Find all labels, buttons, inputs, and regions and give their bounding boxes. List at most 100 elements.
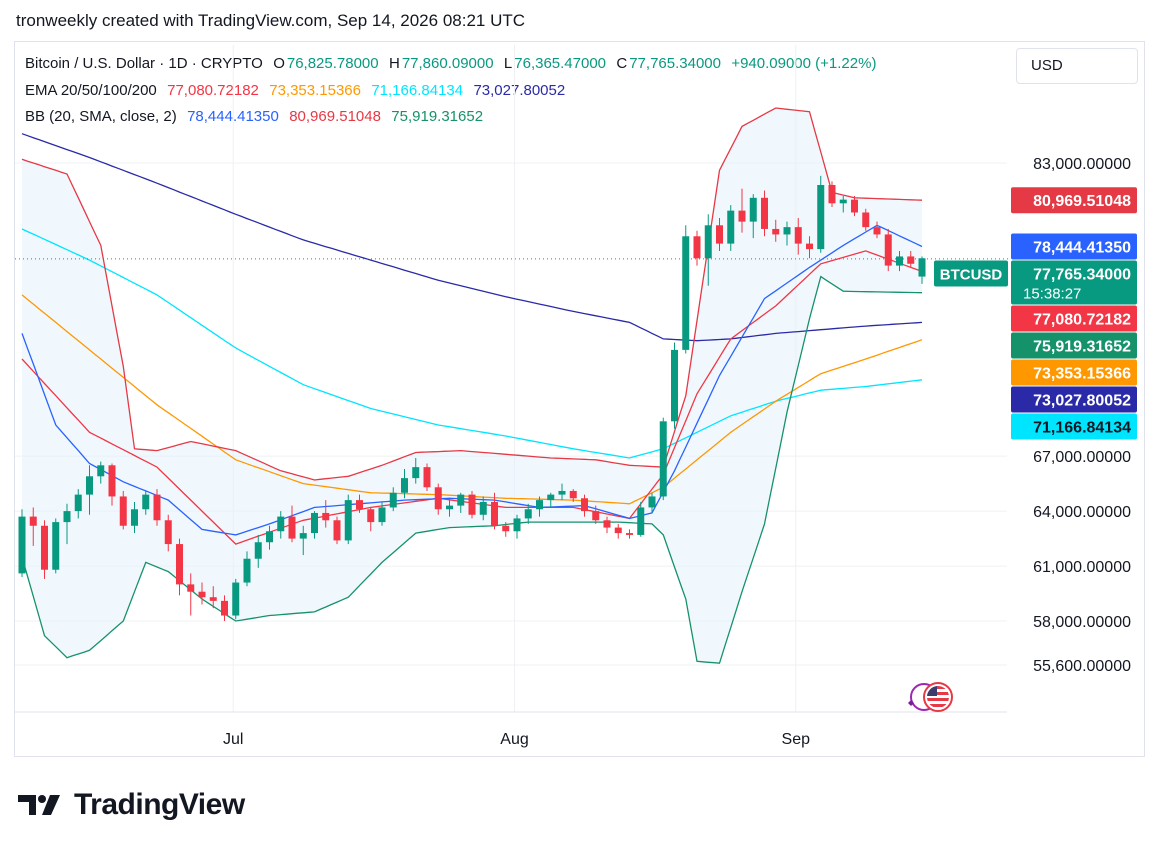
candle-body: [862, 212, 870, 228]
candle-body: [558, 490, 566, 495]
price-label-text: 71,166.84134: [1033, 419, 1131, 436]
candle-body: [806, 243, 813, 250]
symbol-tag-text: BTCUSD: [940, 266, 1003, 283]
legend-change-value: +940.09000 (+1.22%): [731, 55, 877, 72]
candle-body: [131, 509, 138, 526]
candle: [479, 496, 487, 521]
candle-body: [783, 227, 791, 235]
candle-body: [569, 490, 577, 499]
candle-body: [288, 516, 296, 539]
candle-body: [603, 520, 611, 528]
candle: [648, 492, 656, 513]
price-label-box: [1011, 359, 1137, 386]
legend-low-label: L: [503, 55, 513, 72]
candle-body: [164, 520, 172, 545]
tradingview-footer-logo[interactable]: TradingView: [18, 788, 245, 822]
candle: [41, 520, 48, 579]
candle: [288, 505, 296, 543]
candle: [164, 514, 172, 552]
candle-body: [97, 465, 105, 477]
candle: [333, 516, 341, 545]
candle: [389, 487, 397, 512]
price-label-text: 75,919.31652: [1033, 338, 1131, 355]
candle: [727, 205, 735, 251]
price-label-countdown: 15:38:27: [1023, 285, 1081, 302]
legend-open-label: O: [273, 55, 285, 72]
bollinger-band-area: [22, 108, 922, 664]
candle-body: [344, 500, 352, 541]
legend-close-label: C: [616, 55, 628, 72]
candle: [277, 511, 285, 539]
x-axis-tick-label: Sep: [782, 731, 811, 748]
candle: [142, 490, 150, 515]
candle: [704, 214, 712, 286]
price-label-text: 80,969.51048: [1033, 193, 1131, 210]
candle: [569, 489, 577, 502]
price-label-bb_upper: 80,969.51048: [1011, 187, 1137, 214]
candle: [783, 221, 791, 246]
candle-body: [479, 501, 487, 515]
series-line-bb_upper: [21, 107, 923, 481]
legend-close-value: 77,765.34000: [629, 55, 721, 72]
candle-body: [693, 236, 701, 259]
candle-body: [457, 494, 465, 506]
candle: [907, 250, 915, 268]
candle: [322, 500, 330, 528]
legend-high-label: H: [388, 55, 400, 72]
candle: [131, 501, 138, 534]
candle-body: [648, 496, 656, 508]
candle-body: [221, 600, 228, 616]
candle-body: [513, 518, 521, 532]
price-label-text: 77,765.34000: [1033, 266, 1131, 283]
candle: [468, 490, 476, 519]
candle-body: [749, 197, 757, 222]
candle: [434, 483, 442, 515]
axis-layer: 83,000.00000 67,000.00000 64,000.00000 61,0…: [15, 156, 1131, 748]
candle-body: [727, 210, 735, 244]
candle: [412, 457, 420, 484]
price-labels-layer: 80,969.51048 78,444.41350 77,765.34000 15:3…: [934, 187, 1137, 440]
candle-body: [378, 507, 386, 523]
y-axis-tick-label: 83,000.00000: [1033, 156, 1131, 173]
candle: [558, 483, 566, 501]
candle: [356, 494, 363, 513]
candle-body: [412, 467, 420, 479]
candle-body: [266, 531, 273, 543]
chart-frame[interactable]: [14, 41, 1145, 757]
y-axis-tick-label: 55,600.00000: [1033, 658, 1131, 675]
candle: [29, 507, 37, 546]
price-label-ema100: 71,166.84134: [1011, 413, 1137, 440]
indicator-lines: [15, 107, 1010, 664]
candle: [851, 195, 858, 217]
us-flag-event-icon[interactable]: [908, 682, 953, 712]
candle: [63, 503, 71, 545]
legend-ema-row[interactable]: EMA 20/50/100/200 77,080.72182 73,353.15…: [25, 82, 567, 99]
price-label-box: [1011, 305, 1137, 332]
candle: [153, 489, 161, 526]
legend-open-value: 76,825.78000: [286, 55, 379, 72]
currency-selector[interactable]: USD: [1016, 48, 1138, 84]
candle-body: [794, 227, 802, 244]
candles-layer: [18, 175, 926, 622]
candle: [502, 522, 510, 537]
legend-ohlc-row: Bitcoin / U.S. Dollar · 1D · CRYPTO O 76,…: [25, 55, 878, 72]
candle-body: [311, 512, 318, 534]
y-axis-tick-label: 64,000.00000: [1033, 504, 1131, 521]
x-axis-tick-label: Jul: [223, 731, 243, 748]
candle: [254, 534, 262, 568]
legend-bb-lower-value: 75,919.31652: [391, 108, 484, 125]
candle: [18, 509, 26, 578]
candle-body: [74, 494, 82, 512]
candle-body: [277, 516, 285, 532]
candle-body: [671, 349, 678, 422]
tradingview-wordmark: TradingView: [74, 788, 245, 821]
candle-body: [209, 597, 217, 601]
candle: [446, 500, 453, 517]
candle-body: [738, 210, 746, 222]
price-label-text: 73,353.15366: [1033, 365, 1131, 382]
candle-body: [356, 500, 363, 510]
legend-ema100-value: 71,166.84134: [371, 82, 464, 99]
price-label-box: [1011, 386, 1137, 413]
price-label-text: 73,027.80052: [1033, 392, 1131, 409]
